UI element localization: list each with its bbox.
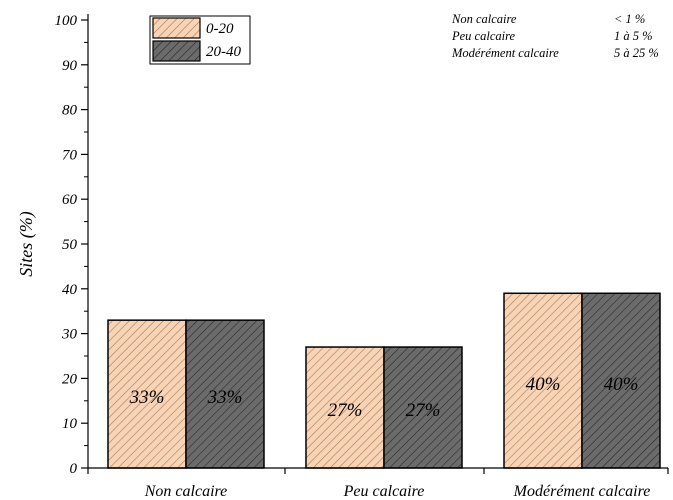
y-tick-label: 90 — [62, 58, 78, 74]
bars: 33% 27% 40% 33% 27% 40% — [107, 292, 661, 469]
note-class-label: Non calcaire — [451, 12, 517, 26]
y-tick-label: 20 — [62, 371, 78, 387]
note-class-label: Modérément calcaire — [451, 46, 559, 60]
bar-value-label: 40% — [604, 374, 639, 395]
y-tick-label: 70 — [62, 147, 78, 163]
y-tick-label: 80 — [62, 103, 78, 119]
bar-value-label: 33% — [207, 387, 243, 408]
y-tick-label: 60 — [62, 192, 78, 208]
y-tick-label: 30 — [61, 327, 78, 343]
legend-label-20-40: 20-40 — [206, 44, 241, 60]
y-tick-label: 50 — [62, 237, 78, 253]
bar-value-label: 40% — [526, 374, 561, 395]
bar-20-40-0 — [185, 319, 265, 469]
legend-swatch-0-20 — [152, 17, 201, 39]
y-tick-label: 100 — [55, 13, 78, 29]
bar-0-20-1 — [305, 346, 385, 469]
x-category-label: Peu calcaire — [343, 483, 425, 500]
y-tick-label: 10 — [62, 416, 78, 432]
note-class-range: 5 à 25 % — [614, 46, 659, 60]
note-class-range: < 1 % — [614, 12, 645, 26]
note-class-label: Peu calcaire — [451, 29, 516, 43]
legend-label-0-20: 0-20 — [206, 21, 234, 37]
axes: 0 10 20 30 40 50 60 70 80 90 100 Non calcaire Peu ca… — [16, 13, 669, 500]
bar-value-label: 27% — [406, 400, 441, 421]
x-category-label: Non calcaire — [144, 483, 228, 500]
calcium-class-notes: Non calcaire < 1 % Peu calcaire 1 à 5 % Modé… — [451, 12, 659, 60]
y-tick-label: 40 — [62, 282, 78, 298]
legend-box — [149, 15, 251, 65]
bar-0-20-0 — [107, 319, 187, 469]
legend-swatch-20-40 — [152, 40, 201, 62]
y-tick-label: 0 — [70, 461, 78, 477]
bar-0-20-2 — [503, 292, 583, 469]
note-class-range: 1 à 5 % — [614, 29, 653, 43]
x-category-label: Modérément calcaire — [513, 483, 651, 500]
bar-value-label: 27% — [328, 400, 363, 421]
y-axis-label: Sites (%) — [16, 211, 37, 276]
bar-20-40-2 — [581, 292, 661, 469]
bar-value-label: 33% — [129, 387, 165, 408]
legend: 0-20 20-40 — [149, 15, 251, 65]
